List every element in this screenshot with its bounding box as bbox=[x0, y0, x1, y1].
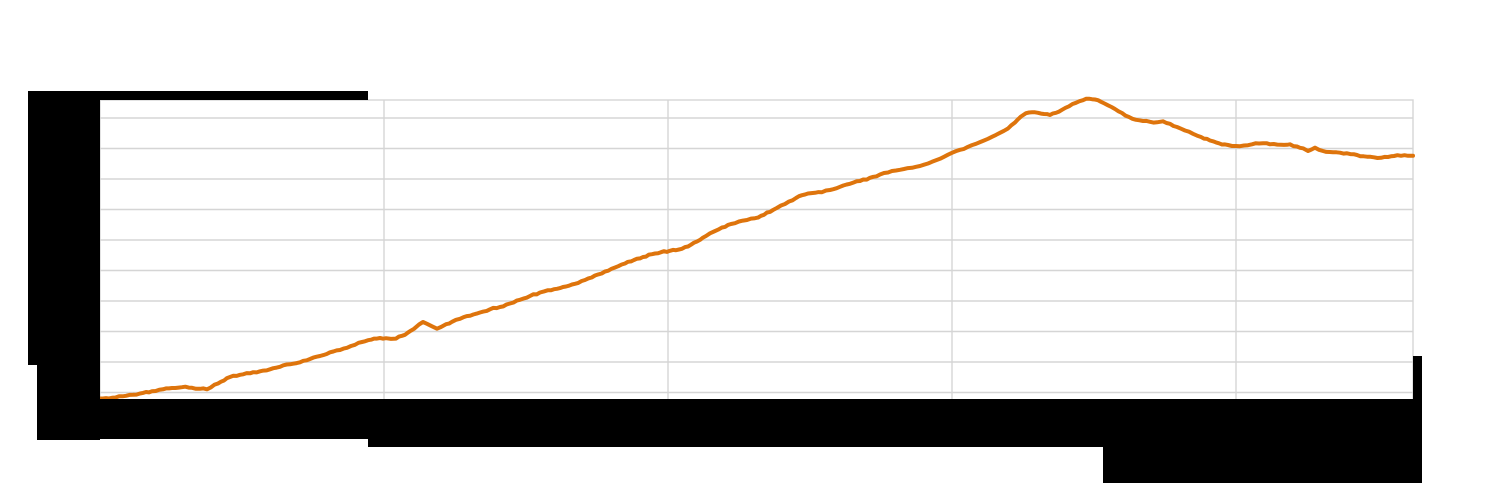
redacted-right-edge-strip bbox=[1413, 356, 1422, 400]
chart-line-series-1 bbox=[98, 96, 1415, 401]
redacted-caption-block bbox=[1103, 399, 1422, 483]
redacted-chart-title bbox=[28, 91, 368, 100]
redacted-x-axis-labels-left bbox=[37, 399, 368, 439]
redacted-y-axis-labels bbox=[28, 91, 100, 365]
redacted-x-axis-labels-mid bbox=[368, 399, 1103, 447]
